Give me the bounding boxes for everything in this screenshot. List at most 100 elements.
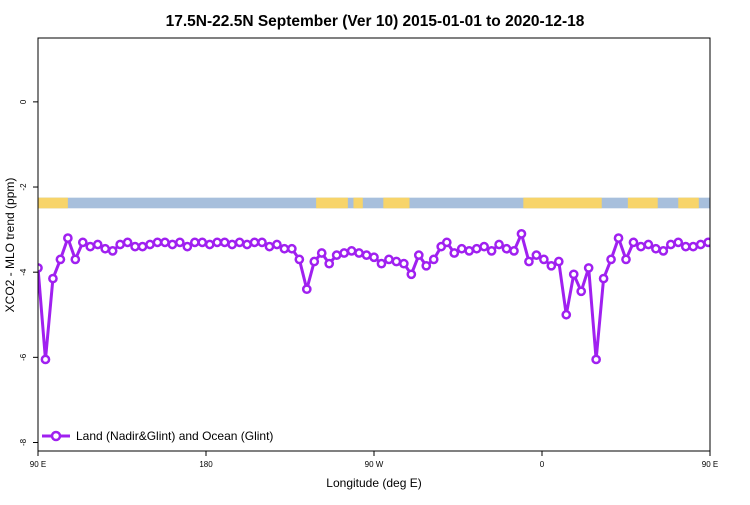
data-point [628, 237, 639, 248]
data-point [413, 250, 424, 260]
land-segment [383, 197, 410, 209]
y-tick-label: -4 [19, 268, 28, 276]
ocean-band [38, 197, 710, 209]
x-axis: 90 E 180 90 W 0 90 E [30, 451, 718, 469]
plot-frame [37, 37, 711, 452]
data-point [107, 246, 118, 256]
data-point [494, 239, 504, 250]
data-point [219, 237, 230, 248]
legend: Land (Nadir&Glint) and Ocean (Glint) [42, 429, 273, 443]
x-tick-label: 0 [540, 460, 545, 469]
data-point [399, 258, 409, 269]
data-point [561, 309, 572, 320]
data-point [115, 239, 125, 250]
series-line [445, 232, 709, 361]
data-point [55, 254, 66, 265]
data-point [272, 239, 282, 250]
data-point [152, 237, 163, 248]
x-axis-label: Longitude (deg E) [326, 476, 421, 490]
series-line [38, 236, 443, 361]
data-point [441, 237, 452, 248]
data-point [695, 239, 706, 250]
data-point [428, 254, 439, 265]
data-point [449, 248, 460, 258]
data-point [257, 237, 267, 248]
data-point [361, 250, 372, 260]
data-point [456, 243, 467, 254]
x-tick-label: 90 E [30, 460, 46, 469]
data-point [680, 241, 691, 252]
data-point [287, 243, 297, 254]
data-point [279, 243, 290, 254]
data-point [479, 241, 489, 252]
data-point [264, 241, 275, 252]
data-point [509, 246, 519, 256]
y-tick-label: -8 [19, 438, 28, 446]
y-axis-label: XCO2 - MLO trend (ppm) [3, 178, 17, 313]
data-point [486, 246, 497, 256]
data-point [189, 237, 200, 248]
data-point [40, 354, 51, 365]
data-point [658, 246, 669, 256]
data-point [294, 254, 305, 265]
x-tick-label: 90 E [702, 460, 718, 469]
data-point [70, 254, 81, 265]
data-point [673, 237, 684, 248]
legend-entry-label: Land (Nadir&Glint) and Ocean (Glint) [76, 429, 273, 443]
y-axis: 0 -2 -4 -6 -8 [19, 99, 38, 446]
legend-point-marker [50, 430, 62, 442]
data-point [324, 258, 335, 269]
data-point [316, 248, 327, 258]
land-segment [38, 197, 68, 209]
data-point [100, 243, 111, 254]
chart-title: 17.5N-22.5N September (Ver 10) 2015-01-0… [166, 13, 585, 30]
data-point [516, 229, 527, 239]
data-point [309, 256, 320, 267]
data-point [688, 241, 699, 252]
data-point [167, 239, 178, 250]
data-point [636, 241, 646, 252]
y-tick-label: -2 [19, 183, 28, 191]
data-point [406, 269, 417, 280]
data-point [501, 243, 512, 254]
data-point [85, 241, 96, 252]
data-point [63, 233, 73, 243]
land-ocean-mask-band [38, 197, 740, 209]
data-point [421, 260, 432, 271]
data-point [576, 286, 587, 297]
data-point [130, 241, 140, 252]
y-tick-label: 0 [19, 99, 28, 104]
x-tick-label: 180 [199, 460, 213, 469]
data-point [212, 237, 223, 248]
data-point [391, 256, 402, 267]
x-tick-label: 90 W [365, 460, 384, 469]
data-point [182, 241, 193, 252]
data-point [464, 246, 475, 256]
y-tick-label: -6 [19, 353, 28, 361]
data-point [77, 237, 88, 248]
data-point [606, 254, 616, 265]
data-point [249, 237, 260, 248]
data-point [546, 260, 557, 271]
data-point [227, 239, 237, 250]
land-segment [523, 197, 602, 209]
data-point [160, 237, 170, 248]
land-segment [710, 198, 740, 209]
data-point [531, 250, 542, 260]
data-point [92, 239, 103, 250]
data-point [122, 237, 133, 248]
data-point [643, 239, 654, 250]
data-point [48, 273, 58, 284]
data-point [234, 237, 245, 248]
data-point [376, 258, 387, 269]
data-point [665, 239, 676, 250]
data-point [553, 256, 564, 267]
data-point [301, 284, 312, 295]
data-point [204, 239, 215, 250]
data-point [145, 239, 155, 250]
data-point [346, 246, 357, 256]
data-point [621, 254, 631, 265]
data-point [331, 250, 342, 260]
